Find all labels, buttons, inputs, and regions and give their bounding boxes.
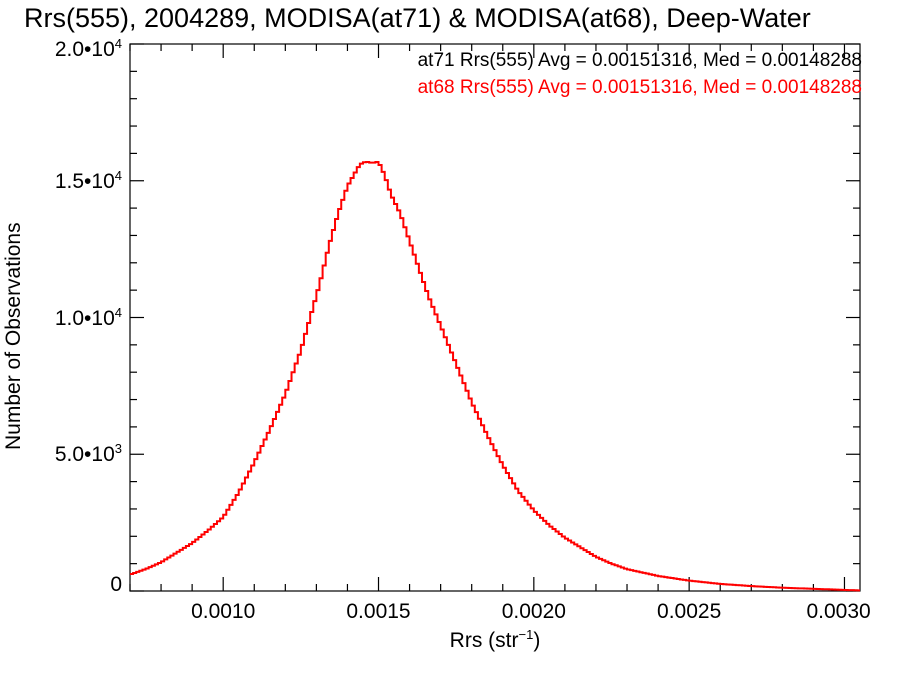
y-tick-mantissa: 1.5•10 bbox=[54, 169, 115, 193]
x-tick-label: 0.0025 bbox=[657, 600, 722, 623]
x-axis-label: Rrs (str−1) bbox=[0, 627, 900, 653]
y-tick-mantissa: 2.0•10 bbox=[54, 38, 115, 61]
x-axis-label-close: ) bbox=[533, 629, 541, 652]
y-tick-mantissa: 5.0•10 bbox=[54, 443, 115, 467]
annotation-at71: at71 Rrs(555) Avg = 0.00151316, Med = 0.… bbox=[417, 50, 862, 71]
y-tick-exponent: 3 bbox=[114, 441, 122, 457]
y-tick-exponent: 4 bbox=[114, 304, 122, 320]
y-tick-mantissa: 1.0•10 bbox=[54, 306, 115, 330]
x-axis-label-exponent: −1 bbox=[518, 627, 534, 642]
y-tick-label: 2.0•104 bbox=[12, 36, 122, 62]
y-tick-label: 0 bbox=[12, 573, 122, 597]
y-tick-label: 1.5•104 bbox=[12, 168, 122, 194]
plot-frame bbox=[129, 43, 861, 592]
chart-title: Rrs(555), 2004289, MODISA(at71) & MODISA… bbox=[24, 3, 811, 33]
y-tick-label: 5.0•103 bbox=[12, 441, 122, 467]
y-axis-label: Number of Observations bbox=[2, 222, 25, 450]
x-tick-label: 0.0030 bbox=[806, 600, 871, 623]
x-axis-label-text: Rrs (str bbox=[449, 629, 519, 652]
x-tick-label: 0.0020 bbox=[501, 600, 566, 623]
y-tick-mantissa: 0 bbox=[110, 573, 122, 596]
axis-ticks bbox=[129, 43, 860, 592]
y-tick-label: 1.0•104 bbox=[12, 305, 122, 331]
x-tick-label: 0.0015 bbox=[346, 600, 411, 623]
y-tick-exponent: 4 bbox=[114, 36, 122, 51]
series-line-at71 bbox=[130, 160, 860, 592]
x-tick-label: 0.0010 bbox=[191, 600, 256, 623]
annotation-at68: at68 Rrs(555) Avg = 0.00151316, Med = 0.… bbox=[417, 77, 862, 98]
y-tick-exponent: 4 bbox=[114, 167, 122, 183]
